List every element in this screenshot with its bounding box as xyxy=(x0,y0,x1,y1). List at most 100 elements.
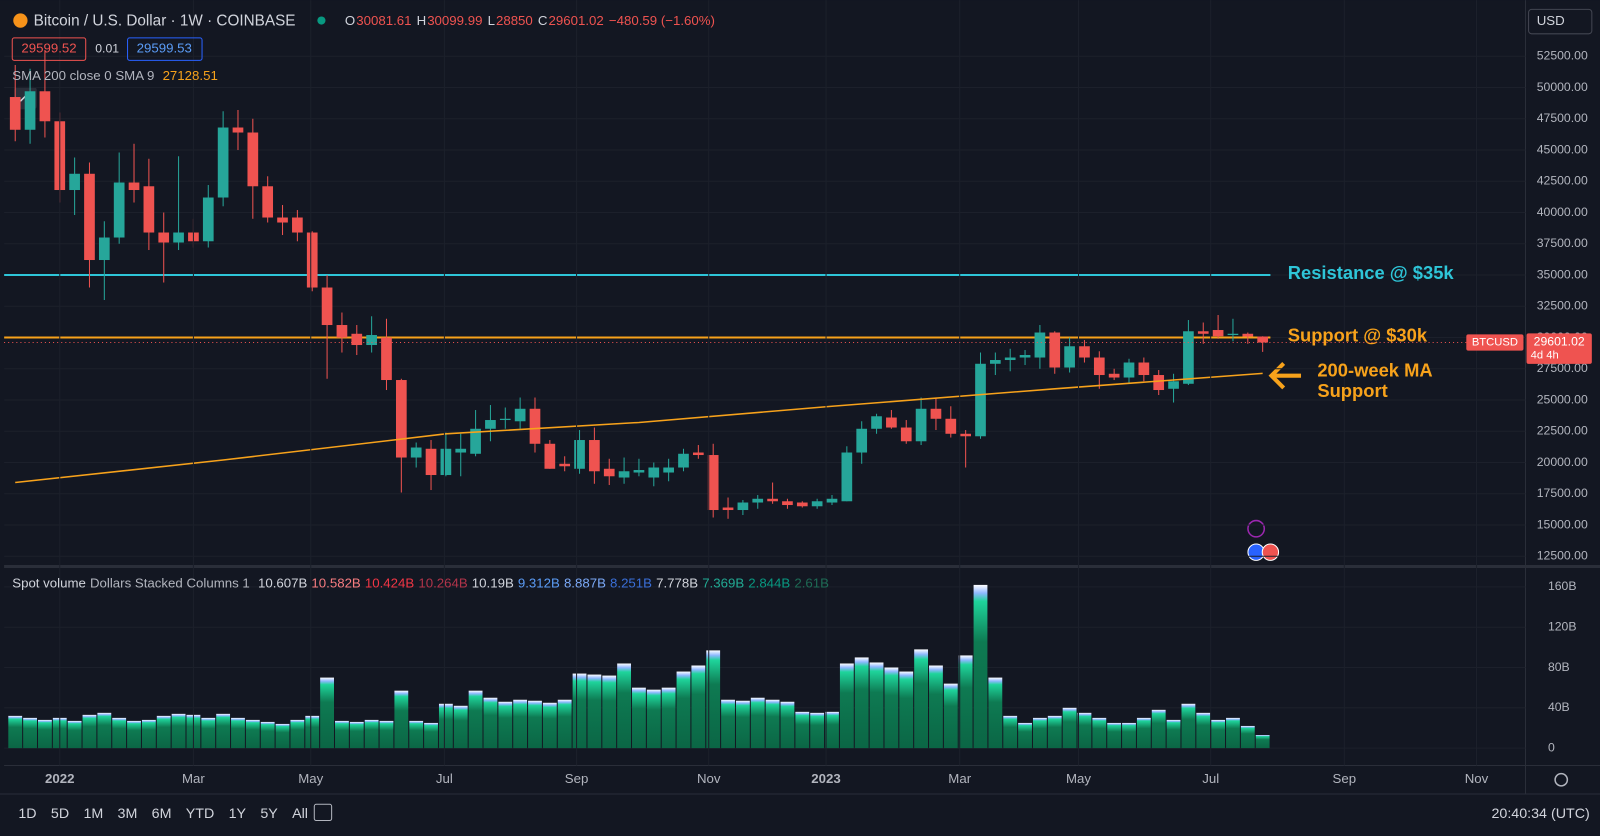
volume-legend-value: 7.778B xyxy=(656,575,698,590)
date-range-icon[interactable] xyxy=(313,803,333,822)
candle-body xyxy=(247,132,259,187)
candle-body xyxy=(574,440,585,469)
timeframe-button[interactable]: 5D xyxy=(51,806,69,822)
candle-body xyxy=(603,468,615,477)
volume-bar xyxy=(1196,712,1211,749)
y-tick-label: 22500.00 xyxy=(1537,424,1588,438)
volume-bar xyxy=(171,713,186,749)
volume-bar xyxy=(82,714,97,749)
volume-bar xyxy=(97,712,112,749)
y-tick-label: 42500.00 xyxy=(1537,174,1588,188)
volume-bar xyxy=(156,715,171,749)
volume-bar xyxy=(646,689,661,749)
volume-bar xyxy=(810,712,825,749)
timeframe-button[interactable]: All xyxy=(292,806,308,822)
x-tick-label: Mar xyxy=(948,771,971,786)
candle-body xyxy=(737,502,749,511)
y-tick-label: 47500.00 xyxy=(1537,111,1588,125)
timeframe-button[interactable]: 5Y xyxy=(260,806,278,822)
event-flag[interactable] xyxy=(1261,543,1280,561)
x-tick-label: May xyxy=(298,771,323,786)
candle-body xyxy=(143,186,155,233)
timeframe-button[interactable]: YTD xyxy=(186,806,215,822)
candle-body xyxy=(1123,362,1135,378)
candle-body xyxy=(618,471,630,478)
y-tick-label: 20000.00 xyxy=(1537,455,1588,469)
x-tick-label: Mar xyxy=(182,771,205,786)
candle-body xyxy=(1183,331,1194,384)
x-tick-label: Nov xyxy=(697,771,721,786)
candle-body xyxy=(796,502,808,507)
timeframe-button[interactable]: 1M xyxy=(83,806,103,822)
candle-body xyxy=(128,182,140,191)
volume-bar xyxy=(899,671,914,749)
timeframe-button[interactable]: 1D xyxy=(18,806,36,822)
candle-body xyxy=(871,416,882,429)
candle-body xyxy=(1197,331,1209,334)
volume-bar xyxy=(825,711,839,749)
candle-body xyxy=(529,408,541,444)
volume-legend-value: 10.424B xyxy=(365,575,415,590)
ask-box xyxy=(127,37,203,61)
volume-legend-value: 8.887B xyxy=(564,575,606,590)
candle-body xyxy=(1064,346,1075,368)
volume-bar xyxy=(364,719,379,749)
ohlc-value: 30081.61 xyxy=(356,13,411,28)
volume-bar xyxy=(1226,717,1240,749)
settings-icon[interactable] xyxy=(1554,772,1569,787)
volume-bar xyxy=(260,721,275,749)
volume-bar xyxy=(988,677,1003,749)
sma-line xyxy=(15,372,1263,484)
volume-bar xyxy=(587,674,602,749)
y-tick-label: 50000.00 xyxy=(1537,80,1588,94)
timeframe-button[interactable]: 3M xyxy=(118,806,138,822)
candle-body xyxy=(648,467,660,478)
volume-legend-value: 10.19B xyxy=(472,575,514,590)
volume-bar xyxy=(275,723,290,749)
candle-body xyxy=(69,173,80,191)
candle-body xyxy=(678,453,689,468)
volume-bar xyxy=(572,673,587,749)
volume-bar xyxy=(542,702,557,749)
volume-bar xyxy=(854,657,869,749)
volume-bar xyxy=(1092,717,1107,749)
volume-subtitle: Dollars Stacked Columns 1 xyxy=(90,575,250,590)
level-label: Support @ $30k xyxy=(1288,324,1428,345)
volume-bar xyxy=(661,687,676,749)
volume-bar xyxy=(1166,719,1181,749)
candle-body xyxy=(321,287,333,326)
ask: 29599.53 xyxy=(137,41,192,56)
volume-bar xyxy=(1018,722,1032,749)
timeframe-button[interactable]: 6M xyxy=(152,806,172,822)
currency-button[interactable] xyxy=(1528,8,1593,35)
timeframe-button[interactable]: 1Y xyxy=(229,806,247,822)
candle-body xyxy=(306,232,318,288)
volume-bar xyxy=(958,655,973,749)
volume-bar xyxy=(914,649,929,749)
volume-bar xyxy=(513,699,528,749)
candle-body xyxy=(410,447,422,458)
volume-bar xyxy=(557,699,572,749)
volume-tick-label: 80B xyxy=(1548,660,1570,674)
volume-bar xyxy=(765,699,780,749)
candle-body xyxy=(202,197,214,242)
change: −480.59 (−1.60%) xyxy=(609,13,715,28)
volume-bar xyxy=(379,720,394,749)
candle-body xyxy=(1093,357,1105,376)
ohlc-label: L xyxy=(488,13,495,28)
currency-label[interactable]: USD xyxy=(1537,13,1565,28)
bid-box xyxy=(11,37,87,61)
event-icon[interactable] xyxy=(1247,519,1266,538)
ohlc-value: 30099.99 xyxy=(427,13,482,28)
indicator-label: SMA 200 close 0 SMA 9 xyxy=(12,68,154,83)
chart-title: Bitcoin / U.S. Dollar · 1W · COINBASE xyxy=(34,13,296,30)
volume-legend-value: 10.607B xyxy=(258,575,308,590)
volume-bar xyxy=(735,700,750,749)
candle-body xyxy=(559,463,571,467)
candle-body xyxy=(544,443,556,469)
candle-body xyxy=(98,237,110,261)
volume-legend-value: 9.312B xyxy=(518,575,560,590)
y-tick-label: 25000.00 xyxy=(1537,392,1588,406)
volume-tick-label: 160B xyxy=(1548,579,1577,593)
